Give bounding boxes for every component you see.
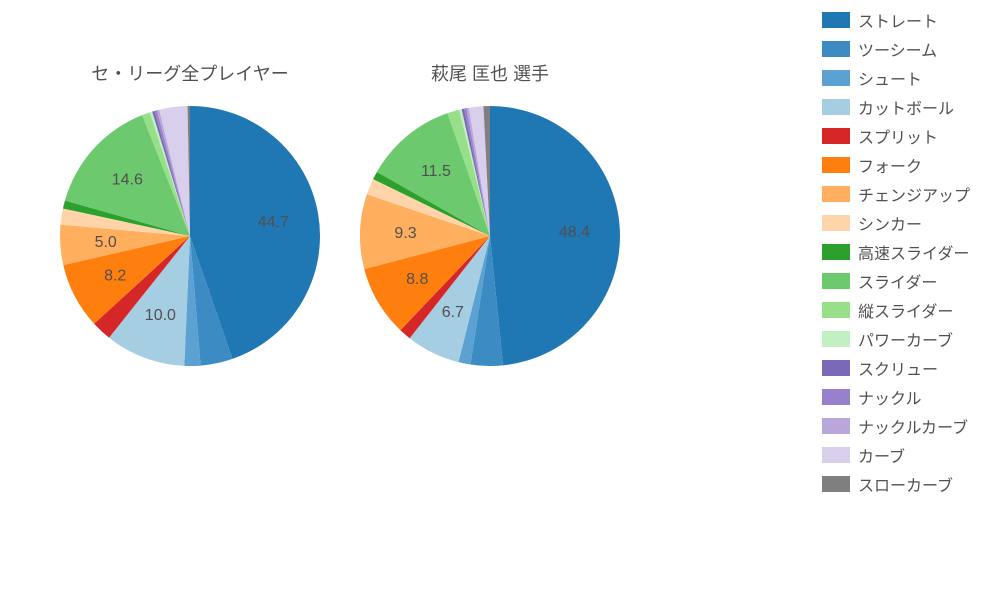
legend-label: フォーク (858, 153, 922, 177)
chart-container: セ・リーグ全プレイヤー 44.7 10.0 8.2 5.0 14.6 萩尾 匡也 選手 … (0, 0, 1000, 366)
legend-swatch (822, 215, 850, 231)
slice-label: 6.7 (442, 304, 464, 321)
legend-label: ナックル (858, 385, 922, 409)
legend-swatch (822, 360, 850, 376)
pie-left-wrapper: セ・リーグ全プレイヤー 44.7 10.0 8.2 5.0 14.6 (60, 60, 320, 366)
legend-label: シュート (858, 66, 922, 90)
legend-swatch (822, 389, 850, 405)
pie-slice (490, 106, 620, 365)
legend-label: スライダー (858, 269, 937, 293)
legend-item: チェンジアップ (822, 182, 970, 206)
legend-label: 高速スライダー (858, 240, 969, 264)
legend-swatch (822, 476, 850, 492)
pie-right-chart: 48.4 6.7 8.8 9.3 11.5 (360, 106, 620, 366)
legend-item: スクリュー (822, 356, 970, 380)
legend-swatch (822, 99, 850, 115)
legend-item: 高速スライダー (822, 240, 970, 264)
slice-label: 9.3 (394, 225, 416, 242)
legend-label: シンカー (858, 211, 922, 235)
legend-label: チェンジアップ (858, 182, 970, 206)
legend-label: パワーカーブ (858, 327, 953, 351)
legend-item: スローカーブ (822, 472, 970, 496)
slice-label: 48.4 (559, 224, 590, 241)
legend-swatch (822, 302, 850, 318)
legend-item: シュート (822, 66, 970, 90)
legend-swatch (822, 157, 850, 173)
legend-label: ナックルカーブ (858, 414, 968, 438)
legend-label: 縦スライダー (858, 298, 953, 322)
slice-label: 14.6 (112, 171, 143, 188)
legend-label: スローカーブ (858, 472, 953, 496)
pie-left-chart: 44.7 10.0 8.2 5.0 14.6 (60, 106, 320, 366)
legend-swatch (822, 12, 850, 28)
pie-right-title: 萩尾 匡也 選手 (431, 60, 549, 86)
legend-swatch (822, 41, 850, 57)
legend-swatch (822, 128, 850, 144)
legend-item: 縦スライダー (822, 298, 970, 322)
slice-label: 11.5 (421, 163, 451, 180)
legend-swatch (822, 186, 850, 202)
legend-label: スプリット (858, 124, 938, 148)
legend-item: カットボール (822, 95, 970, 119)
legend-swatch (822, 418, 850, 434)
legend-swatch (822, 70, 850, 86)
legend-item: フォーク (822, 153, 970, 177)
legend-item: パワーカーブ (822, 327, 970, 351)
legend-swatch (822, 273, 850, 289)
slice-label: 44.7 (258, 214, 289, 231)
legend-item: ストレート (822, 8, 970, 32)
slice-label: 5.0 (95, 234, 117, 251)
slice-label: 8.8 (406, 271, 428, 288)
pies-area: セ・リーグ全プレイヤー 44.7 10.0 8.2 5.0 14.6 萩尾 匡也 選手 … (0, 10, 620, 366)
legend-label: ツーシーム (858, 37, 937, 61)
legend-label: スクリュー (858, 356, 938, 380)
pie-right-wrapper: 萩尾 匡也 選手 48.4 6.7 8.8 9.3 11.5 (360, 60, 620, 366)
legend-item: カーブ (822, 443, 970, 467)
legend-label: ストレート (858, 8, 938, 32)
legend-item: スプリット (822, 124, 970, 148)
legend: ストレートツーシームシュートカットボールスプリットフォークチェンジアップシンカー… (822, 0, 970, 496)
legend-item: ナックル (822, 385, 970, 409)
legend-item: ツーシーム (822, 37, 970, 61)
slice-label: 10.0 (145, 307, 176, 324)
legend-swatch (822, 447, 850, 463)
legend-label: カットボール (858, 95, 954, 119)
legend-item: ナックルカーブ (822, 414, 970, 438)
legend-swatch (822, 331, 850, 347)
legend-swatch (822, 244, 850, 260)
legend-item: シンカー (822, 211, 970, 235)
pie-left-title: セ・リーグ全プレイヤー (91, 60, 288, 86)
legend-item: スライダー (822, 269, 970, 293)
slice-label: 8.2 (104, 267, 126, 284)
legend-label: カーブ (858, 443, 905, 467)
